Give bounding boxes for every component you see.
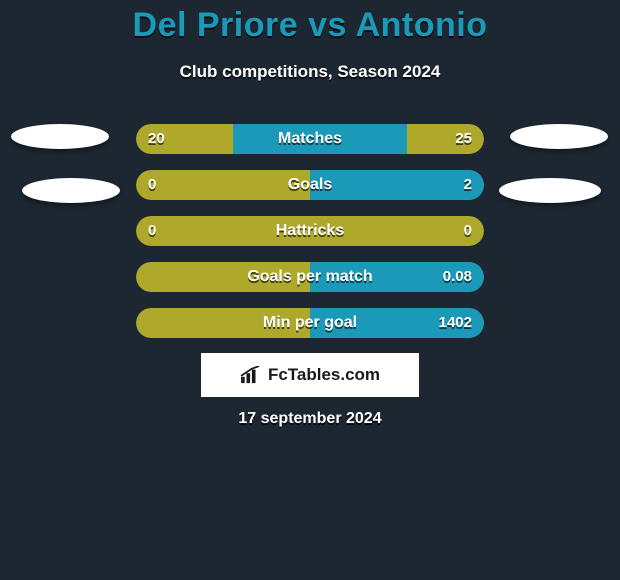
bar-right-fill [310, 124, 407, 154]
chart-icon [240, 366, 262, 384]
player-marker-3 [499, 178, 601, 203]
subtitle: Club competitions, Season 2024 [0, 62, 620, 82]
player-marker-0 [11, 124, 109, 149]
bar-right-fill [310, 170, 484, 200]
date-line: 17 september 2024 [0, 410, 620, 428]
bar-left-fill [233, 124, 310, 154]
bar-right-track [310, 216, 484, 246]
stat-row: Goals02 [136, 170, 484, 200]
stat-row: Goals per match0.08 [136, 262, 484, 292]
page-title: Del Priore vs Antonio [0, 6, 620, 45]
stat-row: Hattricks00 [136, 216, 484, 246]
stat-row: Min per goal1402 [136, 308, 484, 338]
bar-left-track [136, 216, 310, 246]
player-marker-1 [22, 178, 120, 203]
bar-right-fill [310, 308, 484, 338]
bar-left-track [136, 170, 310, 200]
bar-right-fill [310, 262, 484, 292]
bar-left-track [136, 262, 310, 292]
player-marker-2 [510, 124, 608, 149]
branding-text: FcTables.com [268, 365, 380, 385]
branding: FcTables.com [240, 365, 380, 385]
stat-row: Matches2025 [136, 124, 484, 154]
stat-bars: Matches2025 Goals02 Hattricks00 Goals per m… [136, 124, 484, 354]
comparison-card: Del Priore vs Antonio Club competitions,… [0, 0, 620, 580]
bar-left-track [136, 308, 310, 338]
branding-box: FcTables.com [201, 353, 419, 397]
title-text: Del Priore vs Antonio [133, 6, 488, 44]
